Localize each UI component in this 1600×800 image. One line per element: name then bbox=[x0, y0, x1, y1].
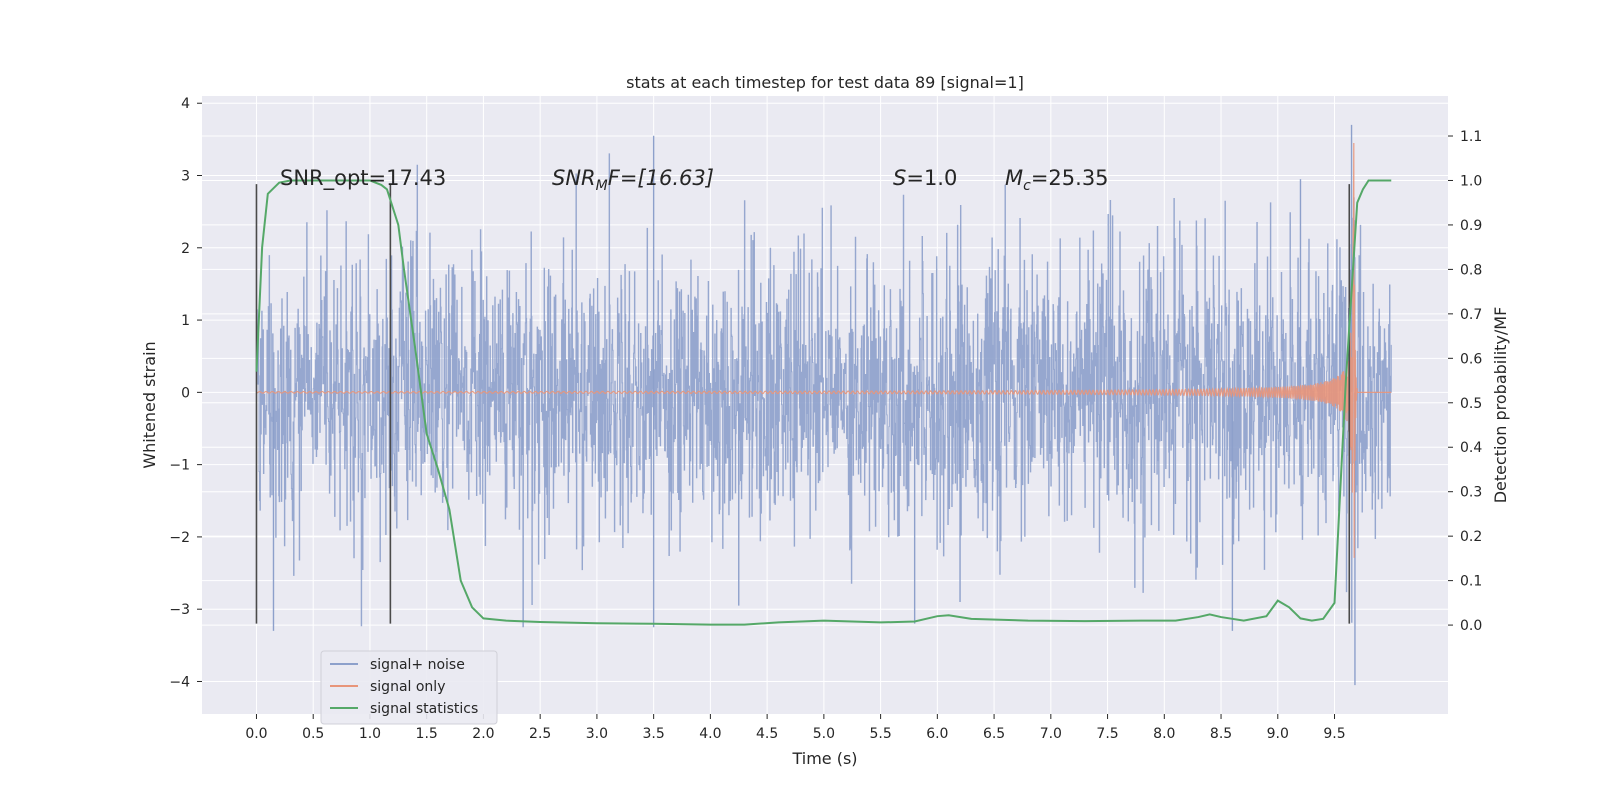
x-tick-label: 3.0 bbox=[586, 726, 608, 742]
x-tick-label: 6.5 bbox=[983, 726, 1005, 742]
x-tick-label: 6.0 bbox=[926, 726, 948, 742]
series-signal-only bbox=[256, 142, 1392, 558]
y-axis-ticks: 4 3 2 1 0 −1 −2 −3 −4 bbox=[169, 96, 202, 690]
x-tick-label: 8.5 bbox=[1210, 726, 1232, 742]
x-tick-label: 9.5 bbox=[1323, 726, 1345, 742]
chart-title: stats at each timestep for test data 89 … bbox=[626, 73, 1024, 92]
y-right-tick-label: 0.4 bbox=[1460, 440, 1482, 456]
x-tick-label: 7.0 bbox=[1040, 726, 1062, 742]
y-tick-label: −4 bbox=[169, 674, 190, 690]
y-tick-label: 3 bbox=[181, 169, 190, 185]
x-tick-label: 0.5 bbox=[302, 726, 324, 742]
annotation-mc: Mc=25.35 bbox=[1005, 166, 1109, 194]
vertical-markers bbox=[255, 184, 1351, 624]
y-right-tick-label: 0.2 bbox=[1460, 529, 1482, 545]
annotation-s: S=1.0 bbox=[893, 166, 957, 190]
y-axis-label: Whitened strain bbox=[140, 341, 159, 468]
y-right-tick-label: 0.0 bbox=[1460, 618, 1482, 634]
x-tick-label: 8.0 bbox=[1153, 726, 1175, 742]
y-tick-label: −2 bbox=[169, 530, 190, 546]
legend-label-noise: signal+ noise bbox=[370, 657, 465, 673]
x-axis-label: Time (s) bbox=[791, 749, 857, 768]
y-right-tick-label: 0.9 bbox=[1460, 218, 1482, 234]
x-tick-label: 1.0 bbox=[359, 726, 381, 742]
signal-statistics-line bbox=[255, 179, 1392, 626]
y-right-axis-ticks: 1.1 1.0 0.9 0.8 0.7 0.6 0.5 0.4 0.3 0.2 0.1 0.0 bbox=[1448, 129, 1482, 634]
series-signal-statistics bbox=[255, 179, 1392, 626]
x-tick-label: 4.5 bbox=[756, 726, 778, 742]
x-tick-label: 5.5 bbox=[869, 726, 891, 742]
x-tick-label: 2.0 bbox=[472, 726, 494, 742]
y-right-tick-label: 1.0 bbox=[1460, 173, 1482, 189]
signal-chirp-line bbox=[256, 142, 1392, 558]
annotation-snr-mf: SNRMF=[16.63] bbox=[552, 166, 714, 194]
y-tick-label: 4 bbox=[181, 96, 190, 112]
noise-trace bbox=[255, 153, 1392, 627]
x-tick-label: 7.5 bbox=[1096, 726, 1118, 742]
x-tick-label: 2.5 bbox=[529, 726, 551, 742]
legend-label-signal: signal only bbox=[370, 679, 445, 695]
y-right-tick-label: 0.8 bbox=[1460, 262, 1482, 278]
x-tick-label: 1.5 bbox=[416, 726, 438, 742]
x-tick-label: 5.0 bbox=[813, 726, 835, 742]
y-tick-label: −3 bbox=[169, 602, 190, 618]
x-tick-label: 3.5 bbox=[643, 726, 665, 742]
legend: signal+ noise signal only signal statist… bbox=[320, 650, 498, 725]
legend-box bbox=[320, 650, 498, 725]
y-right-tick-label: 0.1 bbox=[1460, 574, 1482, 590]
y-right-tick-label: 1.1 bbox=[1460, 129, 1482, 145]
y-tick-label: −1 bbox=[169, 458, 190, 474]
y-right-tick-label: 0.3 bbox=[1460, 485, 1482, 501]
x-axis-ticks: 0.0 0.5 1.0 1.5 2.0 2.5 3.0 3.5 4.0 4.5 5.0 5.5 6.0 6… bbox=[245, 714, 1346, 742]
legend-label-stats: signal statistics bbox=[370, 701, 478, 717]
y-tick-label: 2 bbox=[181, 241, 190, 257]
y-right-tick-label: 0.7 bbox=[1460, 307, 1482, 323]
x-tick-label: 4.0 bbox=[699, 726, 721, 742]
x-tick-label: 0.0 bbox=[245, 726, 267, 742]
annotation-snr-opt: SNR_opt=17.43 bbox=[280, 166, 446, 191]
y-tick-label: 1 bbox=[181, 313, 190, 329]
y-tick-label: 0 bbox=[181, 385, 190, 401]
x-tick-label: 9.0 bbox=[1267, 726, 1289, 742]
y-right-tick-label: 0.6 bbox=[1460, 351, 1482, 367]
y-right-axis-label: Detection probability/MF bbox=[1491, 307, 1510, 504]
y-right-tick-label: 0.5 bbox=[1460, 396, 1482, 412]
